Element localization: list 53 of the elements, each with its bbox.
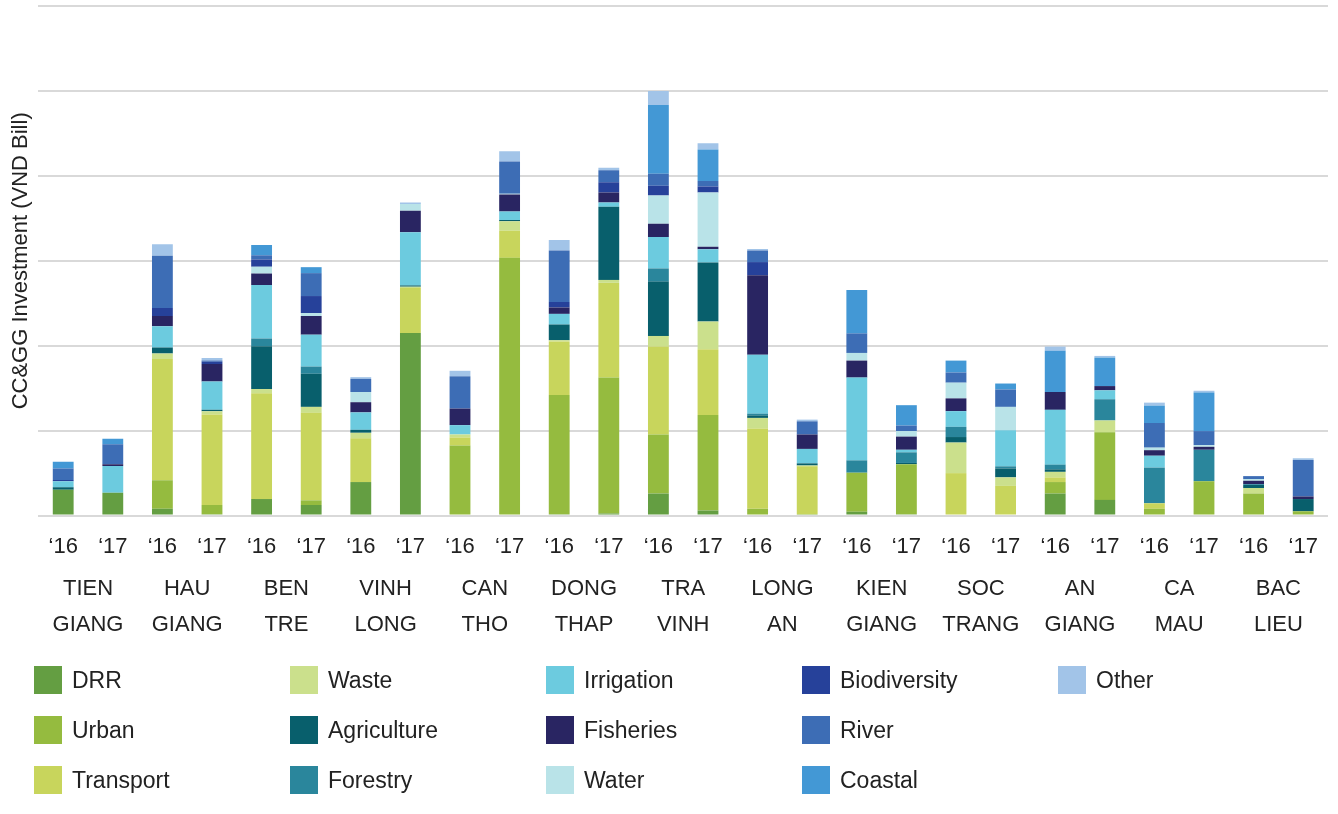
x-tick-label: ‘17: [792, 532, 822, 558]
x-tick-label: ‘17: [197, 532, 227, 558]
x-tick-label: ‘16: [842, 532, 872, 558]
legend-label: Water: [584, 766, 645, 794]
x-tick-label: ‘17: [990, 532, 1021, 558]
legend-label: Transport: [72, 766, 170, 794]
x-tick-label: ‘17: [494, 532, 525, 558]
x-tick-label: ‘16: [742, 532, 773, 558]
x-tick-label: ‘16: [246, 532, 277, 558]
text: TRA VINH: [656, 575, 710, 637]
x-tick-label: ‘17: [693, 532, 723, 558]
legend-label: River: [840, 716, 894, 744]
legend-label: Forestry: [328, 766, 413, 794]
x-tick-label: ‘16: [147, 532, 178, 558]
text: SOC TRANG: [942, 575, 1020, 637]
text: TIEN GIANG: [52, 575, 124, 637]
legend-label: Agriculture: [328, 716, 438, 744]
x-tick-label: ‘17: [891, 532, 922, 558]
legend-label: Biodiversity: [840, 666, 958, 694]
x-tick-label: ‘17: [1288, 532, 1318, 558]
text: CAN THO: [461, 575, 509, 637]
text: VINH LONG: [354, 575, 417, 637]
text: BAC LIEU: [1253, 575, 1303, 637]
x-tick-label: ‘17: [1189, 532, 1219, 558]
legend-label: Waste: [328, 666, 393, 694]
x-tick-label: ‘16: [48, 532, 78, 558]
x-tick-label: ‘17: [98, 532, 128, 558]
legend-label: Coastal: [840, 766, 918, 794]
text: LONG AN: [751, 575, 814, 637]
x-tick-label: ‘16: [1238, 532, 1269, 558]
legend-label: Other: [1096, 666, 1154, 694]
legend-label: Fisheries: [584, 716, 678, 744]
x-tick-label: ‘17: [296, 532, 326, 558]
legend-label: DRR: [72, 666, 122, 694]
x-tick-label: ‘17: [1090, 532, 1120, 558]
x-tick-label: ‘16: [643, 532, 674, 558]
legend-label: Urban: [72, 716, 135, 744]
text: CA MAU: [1154, 575, 1204, 637]
x-tick-label: ‘17: [395, 532, 426, 558]
x-tick-label: ‘17: [594, 532, 624, 558]
x-tick-label: ‘16: [1139, 532, 1170, 558]
text: HAU GIANG: [151, 575, 223, 637]
text: DONG THAP: [551, 575, 617, 637]
x-tick-label: ‘16: [445, 532, 475, 558]
text: AN GIANG: [1044, 575, 1116, 637]
x-tick-label: ‘16: [941, 532, 971, 558]
text: KIEN GIANG: [846, 575, 918, 637]
x-tick-label: ‘16: [1040, 532, 1070, 558]
x-tick-label: ‘16: [544, 532, 574, 558]
legend-label: Irrigation: [584, 666, 674, 694]
y-axis-title: CC&GG Investment (VND Bill): [7, 112, 33, 410]
text: BEN TRE: [263, 575, 310, 637]
x-tick-label: ‘16: [346, 532, 376, 558]
